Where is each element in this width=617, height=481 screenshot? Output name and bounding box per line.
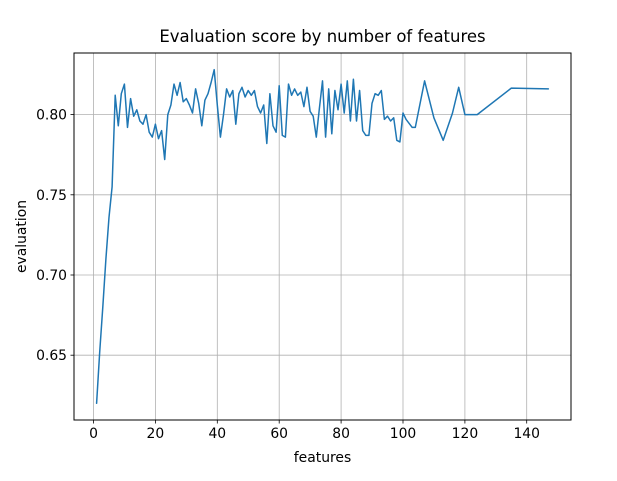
x-axis-label: features bbox=[294, 450, 351, 466]
data-layer bbox=[95, 68, 550, 405]
x-tick-label: 80 bbox=[332, 426, 350, 442]
y-tick-label: 0.65 bbox=[36, 348, 67, 364]
y-tick-label: 0.80 bbox=[36, 108, 67, 124]
x-tick-label: 0 bbox=[89, 426, 98, 442]
y-tick-label: 0.70 bbox=[36, 268, 67, 284]
axes-layer bbox=[73, 52, 572, 421]
x-tick-label: 100 bbox=[390, 426, 417, 442]
x-tick-label: 40 bbox=[208, 426, 226, 442]
axes-frame bbox=[73, 52, 572, 421]
x-tick-label: 120 bbox=[452, 426, 479, 442]
grid-layer bbox=[74, 53, 571, 420]
x-tick-label: 20 bbox=[147, 426, 165, 442]
x-tick-label: 60 bbox=[270, 426, 288, 442]
x-tick-label: 140 bbox=[513, 426, 540, 442]
tick-layer: 0 20 40 60 80 100 120 140 0.65 0.70 0.75 0.80 bbox=[36, 108, 540, 442]
chart-title: Evaluation score by number of features bbox=[159, 27, 485, 46]
evaluation-line-series bbox=[95, 68, 550, 405]
y-tick-label: 0.75 bbox=[36, 188, 67, 204]
y-axis-label: evaluation bbox=[14, 200, 30, 273]
